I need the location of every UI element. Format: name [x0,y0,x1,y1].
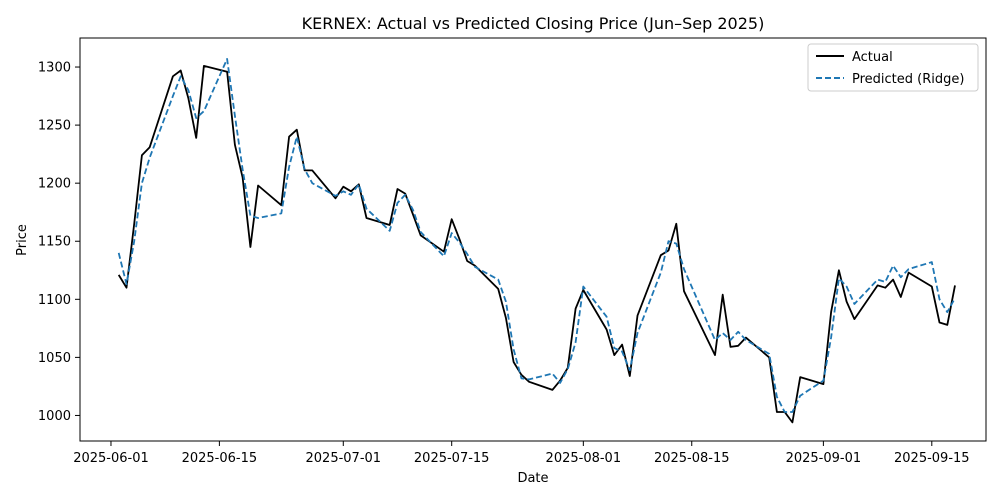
y-tick-label: 1150 [38,235,71,250]
series-line-predicted [117,58,956,413]
x-tick-label: 2025-09-15 [894,451,970,466]
legend-box [807,43,979,92]
x-tick-label: 2025-06-01 [73,451,149,466]
x-tick-label: 2025-07-15 [414,451,490,466]
x-tick-label: 2025-07-01 [306,451,382,466]
x-axis-title: Date [517,471,548,486]
y-axis-title: Price [15,224,30,256]
legend-label-actual: Actual [852,50,893,65]
y-tick-label: 1100 [38,293,71,308]
legend-label-predicted: Predicted (Ridge) [852,72,964,87]
series-layer [117,58,956,424]
y-axis-ticks: 1000 1050 1100 1150 1200 1250 1300 [38,61,80,424]
y-tick-label: 1000 [38,409,71,424]
y-tick-label: 1050 [38,351,71,366]
x-axis-ticks: 2025-06-01 2025-06-15 2025-07-01 2025-07-15… [73,441,970,466]
plot-area [79,37,987,442]
legend: Actual Predicted (Ridge) [807,43,979,92]
y-tick-label: 1200 [38,177,71,192]
axes-frame [79,37,987,442]
x-tick-label: 2025-06-15 [182,451,258,466]
x-tick-label: 2025-08-15 [654,451,730,466]
x-tick-label: 2025-08-01 [546,451,622,466]
y-tick-label: 1250 [38,119,71,134]
chart-title: KERNEX: Actual vs Predicted Closing Pric… [302,14,765,33]
x-tick-label: 2025-09-01 [786,451,862,466]
y-tick-label: 1300 [38,61,71,76]
